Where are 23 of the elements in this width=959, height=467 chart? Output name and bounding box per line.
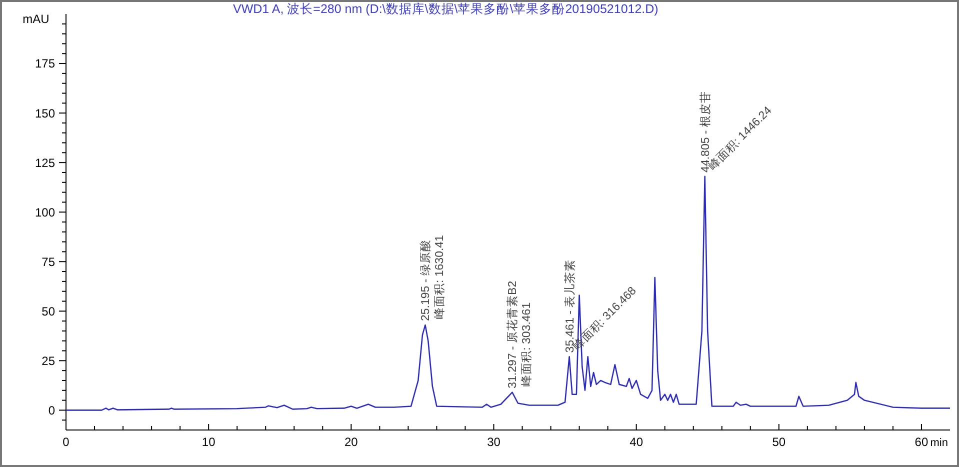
x-tick-label: 60 <box>914 435 928 449</box>
chart-title: VWD1 A, 波长=280 nm (D:\数据库\数据\苹果多酚\苹果多酚20190521012.D) <box>233 2 658 16</box>
line-series <box>65 176 951 411</box>
y-tick-label: 100 <box>34 205 56 220</box>
annotation: 峰面积: 303.461 <box>520 302 534 386</box>
y-tick-label: 50 <box>42 304 56 318</box>
annotation: 峰面积: 1630.41 <box>433 235 446 320</box>
y-tick-label: 150 <box>34 106 56 120</box>
x-axis-title: min <box>930 437 948 449</box>
y-tick-label: 0 <box>48 403 56 418</box>
x-tick-label: 10 <box>202 435 216 449</box>
y-tick-label: 125 <box>34 156 56 170</box>
x-tick-label: 20 <box>344 435 358 449</box>
annotation: 25.195 - 绿原酸 <box>419 240 432 322</box>
y-tick-label: 25 <box>42 354 56 368</box>
y-tick-label: 175 <box>34 56 56 71</box>
annotation: 31.297 - 原花青素B2 <box>506 280 520 388</box>
x-tick-label: 30 <box>487 435 501 449</box>
x-tick-label: 50 <box>772 435 786 449</box>
x-tick-label: 0 <box>62 435 70 449</box>
y-axis-title: mAU <box>22 12 50 26</box>
y-tick-label: 75 <box>42 254 56 269</box>
x-tick-label: 40 <box>630 435 644 449</box>
